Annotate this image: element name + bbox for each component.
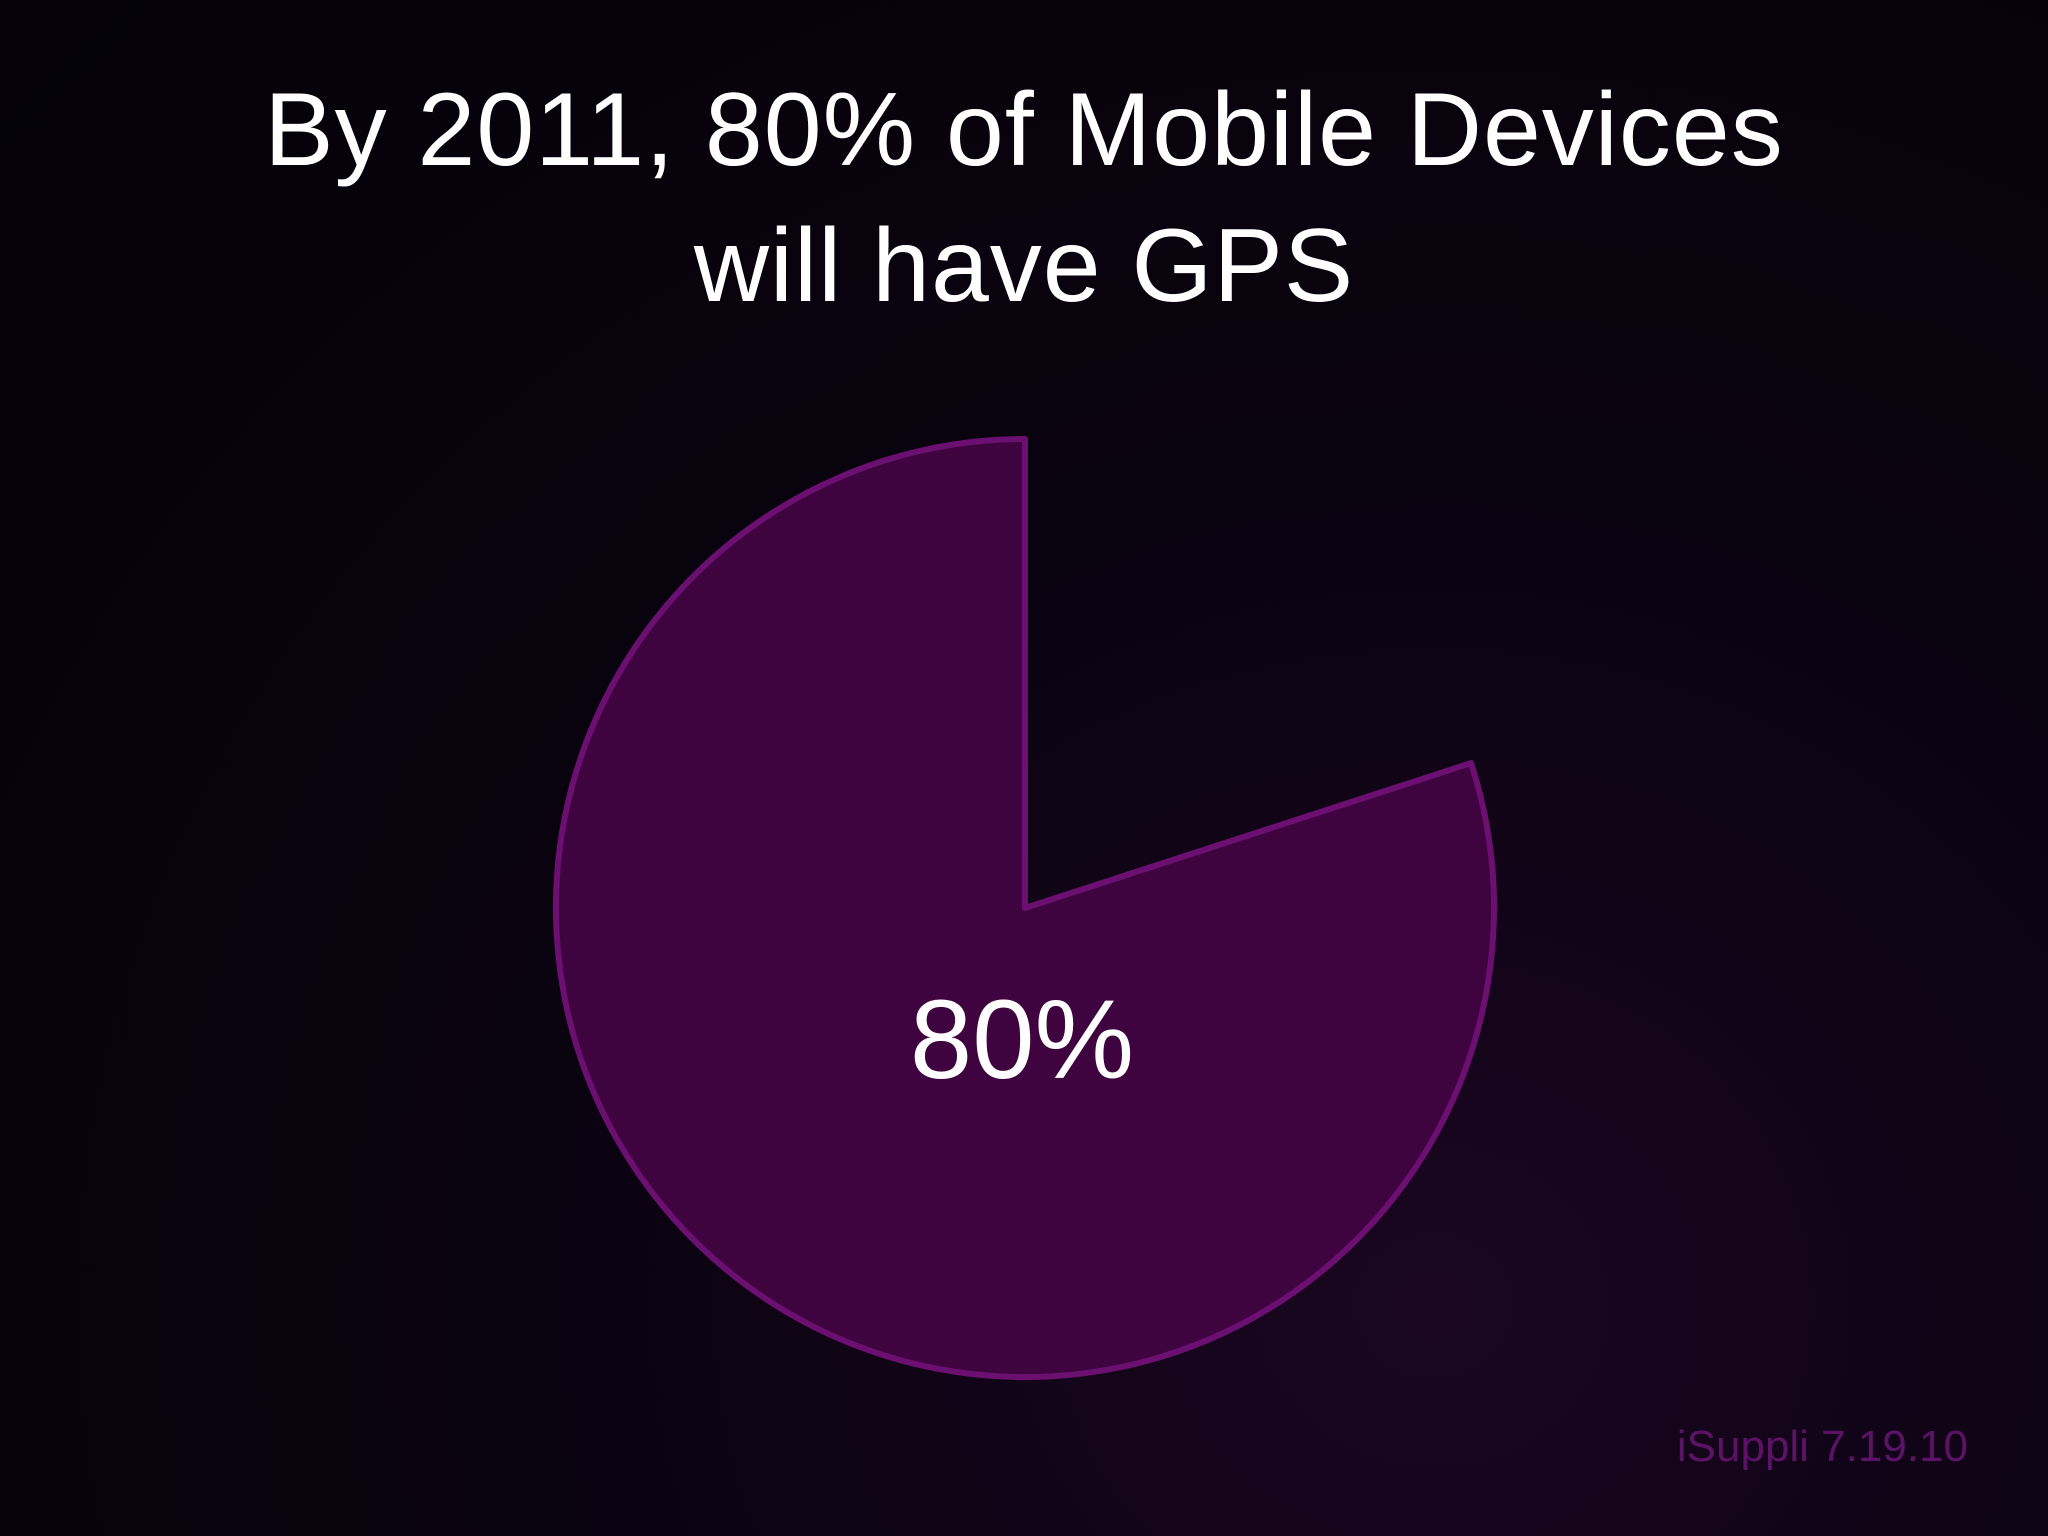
- slide-title: By 2011, 80% of Mobile Devices will have…: [0, 62, 2048, 334]
- pie-slice-0: [553, 436, 1497, 1380]
- pie-slice-label-0: 80%: [910, 977, 1134, 1102]
- slide-title-line-2: will have GPS: [693, 208, 1355, 324]
- slide-title-line-1: By 2011, 80% of Mobile Devices: [264, 72, 1784, 188]
- source-note: iSuppli 7.19.10: [1676, 1422, 1968, 1471]
